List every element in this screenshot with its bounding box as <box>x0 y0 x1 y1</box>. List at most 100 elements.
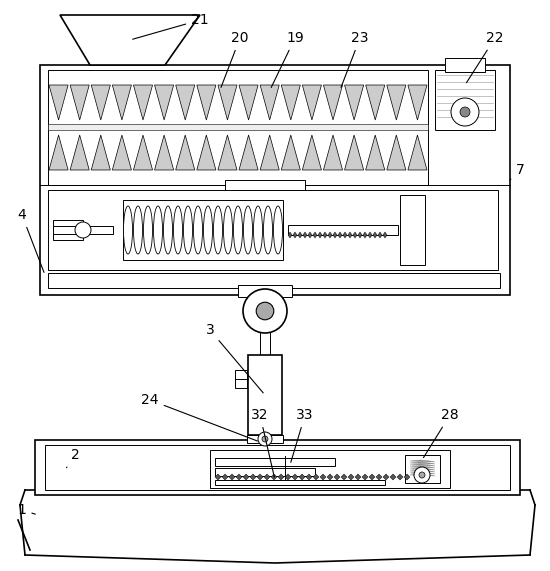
Bar <box>53 226 113 234</box>
Polygon shape <box>292 474 298 480</box>
Polygon shape <box>239 85 258 120</box>
Polygon shape <box>134 85 152 120</box>
Bar <box>238 285 292 297</box>
Circle shape <box>258 432 272 446</box>
Bar <box>288 225 398 235</box>
Polygon shape <box>410 464 435 466</box>
Polygon shape <box>341 474 347 480</box>
Polygon shape <box>387 135 406 170</box>
Polygon shape <box>410 474 435 476</box>
Circle shape <box>451 98 479 126</box>
Polygon shape <box>285 474 291 480</box>
Bar <box>48 70 428 185</box>
Polygon shape <box>236 474 242 480</box>
Polygon shape <box>197 135 216 170</box>
Polygon shape <box>306 474 312 480</box>
Polygon shape <box>318 232 322 238</box>
Polygon shape <box>302 85 321 120</box>
Polygon shape <box>410 470 435 472</box>
Bar <box>45 445 510 490</box>
Bar <box>215 468 315 476</box>
Polygon shape <box>333 232 337 238</box>
Text: 2: 2 <box>67 448 79 468</box>
Polygon shape <box>60 15 200 65</box>
Polygon shape <box>218 135 237 170</box>
Circle shape <box>256 302 274 320</box>
Polygon shape <box>397 474 403 480</box>
Polygon shape <box>112 135 131 170</box>
Bar <box>247 435 283 443</box>
Text: 20: 20 <box>221 31 249 87</box>
Polygon shape <box>222 474 228 480</box>
Polygon shape <box>358 232 362 238</box>
Polygon shape <box>271 474 277 480</box>
Polygon shape <box>369 474 375 480</box>
Polygon shape <box>257 474 263 480</box>
Polygon shape <box>239 135 258 170</box>
Text: 1: 1 <box>18 503 35 517</box>
Text: 32: 32 <box>251 408 274 477</box>
Polygon shape <box>49 135 68 170</box>
Bar <box>445 58 485 72</box>
Text: 23: 23 <box>341 31 368 87</box>
Polygon shape <box>229 474 235 480</box>
Ellipse shape <box>204 206 212 254</box>
Bar <box>215 458 335 466</box>
Circle shape <box>460 107 470 117</box>
Polygon shape <box>175 85 195 120</box>
Polygon shape <box>288 232 292 238</box>
Polygon shape <box>281 135 300 170</box>
Text: 7: 7 <box>510 163 524 180</box>
Polygon shape <box>299 474 305 480</box>
Ellipse shape <box>273 206 283 254</box>
Polygon shape <box>376 474 382 480</box>
Bar <box>48 273 500 288</box>
Bar <box>225 180 305 192</box>
Polygon shape <box>313 232 317 238</box>
Polygon shape <box>70 85 89 120</box>
Bar <box>215 480 385 485</box>
Polygon shape <box>197 85 216 120</box>
Text: 21: 21 <box>133 13 209 39</box>
Text: 3: 3 <box>206 323 263 393</box>
Polygon shape <box>302 135 321 170</box>
Bar <box>48 190 498 270</box>
Polygon shape <box>387 85 406 120</box>
Polygon shape <box>308 232 312 238</box>
Polygon shape <box>343 232 347 238</box>
Polygon shape <box>378 232 382 238</box>
Ellipse shape <box>213 206 223 254</box>
Polygon shape <box>366 135 385 170</box>
Text: 22: 22 <box>466 31 504 83</box>
Polygon shape <box>320 474 326 480</box>
Polygon shape <box>323 85 343 120</box>
Circle shape <box>414 467 430 483</box>
Polygon shape <box>408 135 427 170</box>
Ellipse shape <box>134 206 142 254</box>
Polygon shape <box>410 460 435 462</box>
Polygon shape <box>328 232 332 238</box>
Polygon shape <box>344 135 364 170</box>
Ellipse shape <box>184 206 192 254</box>
Polygon shape <box>303 232 307 238</box>
Ellipse shape <box>124 206 133 254</box>
Polygon shape <box>353 232 357 238</box>
Polygon shape <box>348 474 354 480</box>
Text: 19: 19 <box>271 31 304 87</box>
Ellipse shape <box>234 206 243 254</box>
Bar <box>243 287 287 297</box>
Polygon shape <box>155 135 174 170</box>
Polygon shape <box>155 85 174 120</box>
Text: 33: 33 <box>291 408 313 463</box>
Polygon shape <box>348 232 352 238</box>
Ellipse shape <box>153 206 162 254</box>
Bar <box>248 355 282 435</box>
Polygon shape <box>383 232 387 238</box>
Polygon shape <box>327 474 333 480</box>
Ellipse shape <box>263 206 272 254</box>
Circle shape <box>419 472 425 478</box>
Polygon shape <box>49 85 68 120</box>
Polygon shape <box>366 85 385 120</box>
Ellipse shape <box>223 206 233 254</box>
Polygon shape <box>334 474 340 480</box>
